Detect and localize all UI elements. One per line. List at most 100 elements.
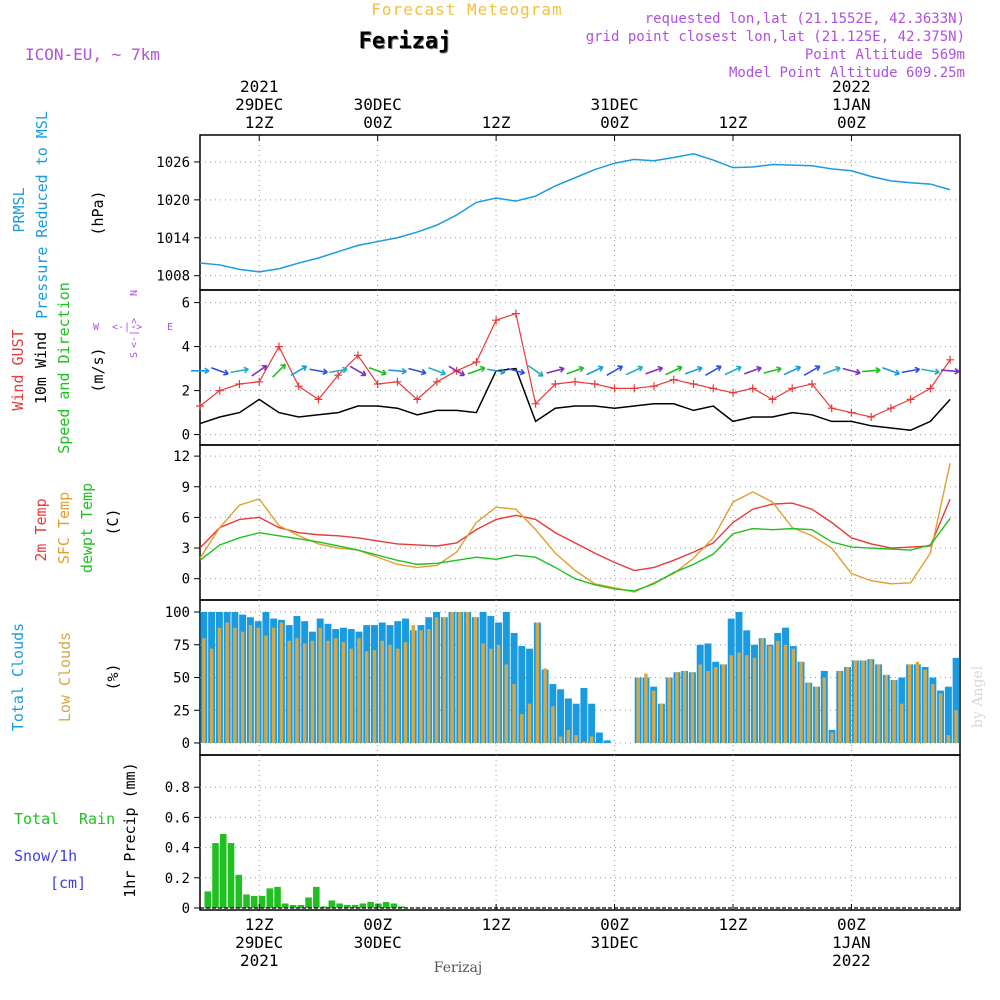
- wind-arrow-head: [479, 365, 486, 373]
- y-tick-label: 3: [182, 541, 190, 557]
- rain-bar: [375, 903, 382, 908]
- wind-arrow: [606, 365, 623, 376]
- low-cloud-bar: [465, 612, 470, 743]
- temp-unit: (C): [104, 508, 122, 535]
- wind-arrow-head: [204, 367, 210, 375]
- snow-label: Snow/1h: [14, 847, 77, 865]
- y-tick-label: 0: [182, 428, 190, 444]
- rain-bar: [398, 906, 405, 908]
- wind-arrow-head: [795, 365, 802, 372]
- wind-arrow: [388, 369, 407, 373]
- wind-arrow-head: [243, 366, 249, 374]
- wind-arrow-head: [440, 369, 446, 376]
- low-cloud-bar: [372, 649, 377, 743]
- watermark: by Angel: [970, 665, 986, 728]
- rain-bar: [219, 834, 227, 908]
- y-tick-label: 100: [165, 605, 190, 621]
- gust-marker: [689, 380, 698, 388]
- low-cloud-bar: [310, 640, 315, 743]
- wind-arrow: [705, 365, 722, 376]
- bottom-time-label: 00Z: [363, 915, 392, 934]
- wind-arrow: [290, 365, 307, 376]
- wind-unit: (m/s): [89, 347, 107, 392]
- y-tick-label: 0: [182, 901, 190, 917]
- wind-arrow: [921, 368, 940, 374]
- low-cloud-bar: [326, 640, 330, 743]
- wind-arrow: [428, 366, 446, 375]
- wind-arrow-head: [875, 367, 881, 374]
- wind-arrow-head: [814, 365, 821, 372]
- low-cloud-bar: [334, 638, 338, 743]
- low-cloud-bar: [388, 644, 392, 743]
- bottom-location: Ferizaj: [434, 960, 482, 976]
- compass-arrows-we: <-|->: [112, 322, 142, 333]
- low-cloud-bar: [651, 690, 656, 743]
- rain-bar: [336, 903, 343, 908]
- wind-arrow: [724, 366, 742, 376]
- rain-bar: [282, 903, 289, 908]
- temp-panel: [199, 444, 961, 601]
- low-cloud-bar: [838, 670, 842, 743]
- wind-arrow-head: [322, 368, 328, 376]
- low-cloud-bar: [233, 627, 237, 743]
- compass-w: W: [93, 322, 100, 333]
- low-cloud-bar: [954, 710, 958, 743]
- top-time-label: 30DEC: [354, 95, 402, 114]
- wind-arrow-head: [559, 366, 565, 373]
- bottom-time-label: 2022: [832, 951, 871, 970]
- rain-bar: [382, 901, 390, 908]
- low-cloud-bar: [729, 655, 733, 743]
- low-cloud-bar: [380, 640, 384, 743]
- total-cloud-bar: [588, 703, 596, 743]
- ticks-layer: 1008 1014 1020 1026 0 2 4 6 0 3 6 9 12 0 25 50 75 100 0 0.2…: [156, 155, 200, 917]
- wind-arrow-head: [914, 366, 921, 374]
- rain-bar: [227, 843, 235, 908]
- low-cloud-bar: [271, 627, 276, 743]
- pressure-line: [199, 152, 951, 273]
- wind-arrow: [408, 367, 427, 374]
- wind-arrow-head: [301, 365, 308, 372]
- wind-arrow: [783, 366, 801, 376]
- top-time-label: 00Z: [600, 113, 629, 132]
- low-cloud-bar: [419, 630, 423, 743]
- low-cloud-bar: [667, 677, 671, 743]
- low-cloud-bar: [566, 729, 571, 743]
- top-time-label: 00Z: [837, 113, 866, 132]
- rain-bar: [251, 895, 258, 908]
- y-tick-label: 1020: [156, 193, 190, 209]
- wind-arrow: [665, 366, 683, 376]
- wind-arrow: [329, 368, 348, 374]
- wind-arrow-head: [934, 368, 940, 376]
- y-tick-label: 50: [173, 671, 190, 687]
- point-altitude: Point Altitude 569m: [805, 47, 965, 63]
- precip-unit: 1hr Precip (mm): [121, 762, 139, 897]
- low-cloud-bar: [318, 627, 322, 743]
- wind-arrow-head: [223, 369, 229, 376]
- compass-arrows-ns: <-|->: [129, 318, 140, 348]
- total-cloud-bar: [595, 732, 603, 743]
- panel-frames: [199, 134, 961, 911]
- total-cloud-bar: [526, 648, 534, 743]
- wind-arrow-head: [420, 368, 427, 376]
- wind-arrow: [743, 366, 762, 375]
- y-tick-label: 12: [173, 449, 190, 465]
- low-cloud-bar: [776, 640, 780, 743]
- low-cloud-bar: [574, 735, 578, 743]
- wind-arrow-head: [716, 365, 722, 372]
- model-altitude: Model Point Altitude 609.25m: [729, 65, 965, 81]
- wind-arrow-head: [657, 365, 664, 373]
- pressure-label: Pressure Reduced to MSL: [33, 111, 51, 319]
- low-cloud-bar: [341, 642, 346, 743]
- low-cloud-bar: [504, 664, 509, 743]
- requested-coords: requested lon,lat (21.1552E, 42.3633N): [645, 11, 965, 27]
- low-cloud-bar: [450, 612, 454, 743]
- low-cloud-bar: [869, 659, 873, 743]
- wind-arrow: [349, 365, 367, 376]
- low-cloud-bar: [520, 714, 524, 743]
- wind-arrow: [251, 364, 268, 377]
- wind-arrow: [230, 368, 249, 374]
- wind-arrow: [822, 366, 841, 375]
- total-cloud-bar: [603, 740, 611, 743]
- low-cloud-bar: [396, 648, 400, 743]
